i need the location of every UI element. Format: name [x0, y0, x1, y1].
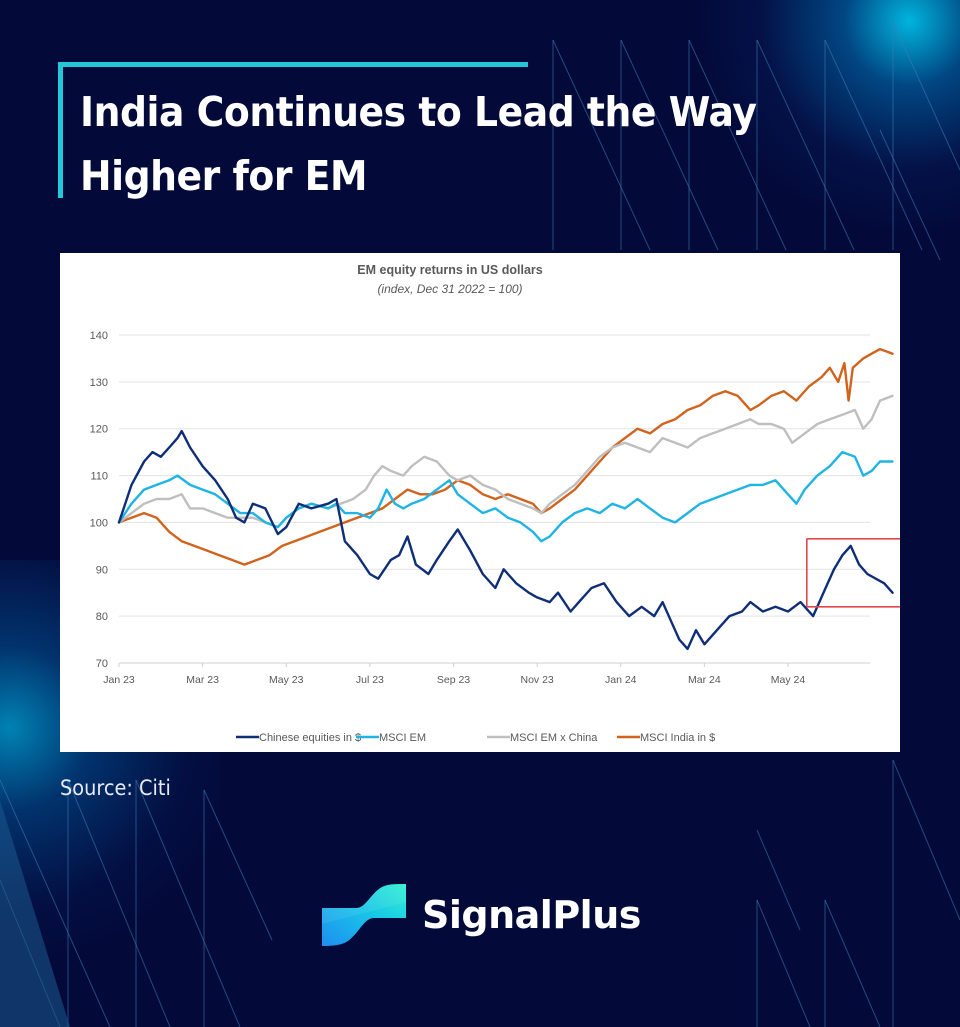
x-tick-label: Jan 24	[605, 674, 637, 686]
x-axis-ticks: Jan 23 Mar 23 May 23 Jul 23 Sep 23 Nov 23 Jan …	[103, 663, 805, 686]
legend-label: MSCI EM x China	[510, 732, 598, 744]
x-tick-label: Nov 23	[520, 674, 553, 686]
page-title-line-1: India Continues to Lead the Way	[80, 88, 757, 136]
series-line-chinese-equities-in	[117, 429, 894, 651]
legend-label: Chinese equities in $	[259, 732, 361, 744]
signalplus-logo-icon	[322, 884, 406, 946]
background-glow-top-right	[700, 0, 960, 230]
chart-card: EM equity returns in US dollars (index, …	[60, 253, 900, 752]
y-tick-label: 110	[90, 471, 108, 483]
page-title-line-2: Higher for EM	[80, 152, 368, 200]
series-line-msci-india-in	[117, 347, 894, 566]
page-title: India Continues to Lead the Way Higher f…	[80, 80, 779, 208]
x-tick-label: Mar 24	[688, 674, 721, 686]
x-tick-label: Sep 23	[437, 674, 470, 686]
annotations	[806, 538, 900, 608]
legend-label: MSCI India in $	[640, 732, 715, 744]
x-tick-label: Jul 23	[356, 674, 384, 686]
chart-title: EM equity returns in US dollars	[357, 263, 542, 277]
y-tick-label: 140	[90, 330, 108, 342]
y-tick-label: 130	[90, 377, 108, 389]
y-tick-label: 90	[96, 564, 108, 576]
x-tick-label: Mar 23	[186, 674, 219, 686]
brand-logo: SignalPlus	[322, 882, 641, 948]
chart-subtitle: (index, Dec 31 2022 = 100)	[377, 282, 522, 296]
y-tick-label: 100	[90, 517, 108, 529]
y-tick-label: 120	[90, 424, 108, 436]
x-tick-label: Jan 23	[103, 674, 135, 686]
x-tick-label: May 24	[771, 674, 806, 686]
source-label: Source: Citi	[60, 776, 171, 800]
x-tick-label: May 23	[269, 674, 304, 686]
y-axis-ticks: 70 80 90 100 110 120 130 140	[90, 330, 108, 670]
series-line-msci-em-x-china	[117, 394, 894, 529]
line-chart: EM equity returns in US dollars (index, …	[90, 263, 900, 744]
highlight-box	[806, 538, 900, 608]
title-accent-frame	[58, 62, 528, 198]
series-line-msci-em	[117, 450, 894, 543]
legend-label: MSCI EM	[379, 732, 426, 744]
legend: Chinese equities in $ MSCI EM MSCI EM x Ch…	[236, 732, 715, 744]
y-tick-label: 80	[96, 611, 108, 623]
y-tick-label: 70	[96, 658, 108, 670]
brand-name: SignalPlus	[422, 893, 641, 937]
series-lines	[117, 347, 894, 651]
